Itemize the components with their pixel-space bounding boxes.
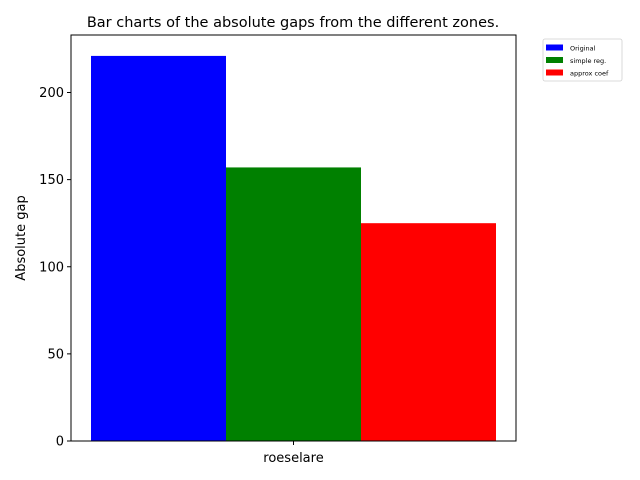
x-tick-label: roeselare [263,451,323,466]
y-tick-label: 150 [39,173,64,188]
bar-approx-coef [361,223,496,441]
plot-area [70,34,517,442]
chart-title: Bar charts of the absolute gaps from the… [87,15,499,31]
legend: Original simple reg. approx coef [542,38,623,82]
legend-swatch [546,69,563,76]
y-axis: 0 50 100 150 200 [39,86,71,450]
bar-original [91,55,226,441]
y-axis-label: Absolute gap [14,195,29,280]
bar-simple-reg [226,167,361,441]
legend-label: Original [570,45,596,53]
y-tick-label: 100 [39,260,64,275]
legend-label: simple reg. [570,57,606,65]
y-tick-label: 50 [47,347,64,362]
y-tick-label: 0 [56,435,64,450]
legend-swatch [546,57,563,63]
legend-swatch [546,44,563,51]
y-tick-label: 200 [39,86,64,101]
legend-label: approx coef [570,70,609,78]
x-axis: roeselare [263,441,324,466]
